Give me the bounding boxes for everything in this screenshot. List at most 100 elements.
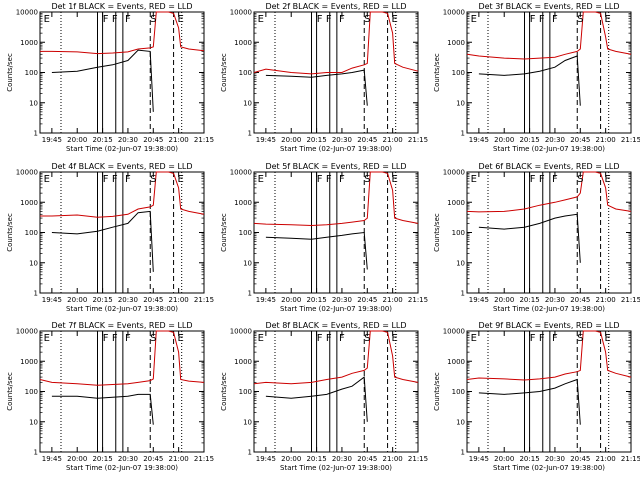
x-tick-label: 20:15	[92, 455, 112, 463]
interval-marker: E	[44, 14, 50, 25]
interval-marker: S	[577, 333, 583, 344]
y-tick-label: 10	[456, 418, 465, 426]
interval-marker: E	[178, 174, 184, 185]
interval-marker: F	[326, 14, 332, 25]
x-axis-label: Start Time (02-Jun-07 19:38:00)	[280, 305, 392, 313]
x-tick-label: 20:00	[67, 136, 87, 144]
y-tick-label: 100	[239, 229, 252, 237]
y-axis-label: Counts/sec	[6, 53, 14, 92]
interval-marker: F	[339, 14, 345, 25]
x-tick-label: 20:30	[332, 136, 352, 144]
interval-marker: F	[552, 174, 558, 185]
x-tick-label: 20:15	[306, 455, 326, 463]
lld-rate-line	[40, 171, 205, 218]
y-tick-label: 1	[461, 130, 465, 138]
x-tick-label: 21:15	[621, 296, 640, 304]
x-axis-label: Start Time (02-Jun-07 19:38:00)	[493, 305, 605, 313]
y-tick-label: 1000	[234, 39, 252, 47]
lld-rate-line	[253, 171, 419, 227]
interval-marker: S	[364, 333, 370, 344]
y-tick-label: 1	[248, 449, 252, 457]
x-tick-label: 20:00	[494, 296, 514, 304]
x-tick-label: 21:15	[408, 296, 428, 304]
y-tick-label: 100	[239, 69, 252, 77]
chart-panel: Det 4f BLACK = Events, RED = LLD 1 10 100 10…	[6, 162, 214, 313]
interval-marker: E	[258, 174, 264, 185]
interval-marker: F	[339, 333, 345, 344]
y-tick-label: 1	[248, 290, 252, 298]
x-tick-label: 20:00	[67, 296, 87, 304]
x-tick-label: 20:30	[118, 136, 138, 144]
x-tick-label: 20:15	[92, 296, 112, 304]
y-tick-label: 10000	[16, 328, 38, 336]
x-tick-label: 20:45	[143, 136, 163, 144]
lld-rate-line	[253, 330, 419, 385]
plot-frame	[466, 171, 632, 294]
event-rate-line	[479, 380, 608, 425]
y-tick-label: 10000	[230, 328, 252, 336]
lld-rate-line	[39, 330, 205, 386]
interval-marker: E	[471, 333, 477, 344]
y-tick-label: 1	[248, 130, 252, 138]
y-tick-label: 1	[461, 449, 465, 457]
y-tick-label: 10	[456, 259, 465, 267]
interval-marker: E	[178, 14, 184, 25]
lld-rate-line	[40, 11, 205, 55]
interval-marker: F	[103, 174, 109, 185]
y-tick-label: 1000	[20, 39, 38, 47]
x-tick-label: 21:15	[621, 136, 640, 144]
lld-rate-line	[466, 11, 632, 60]
x-tick-label: 21:00	[169, 136, 189, 144]
y-tick-label: 1000	[447, 358, 465, 366]
chart-title: Det 2f BLACK = Events, RED = LLD	[265, 2, 406, 11]
x-tick-label: 21:15	[194, 296, 214, 304]
interval-marker: S	[150, 333, 156, 344]
chart-title: Det 7f BLACK = Events, RED = LLD	[51, 321, 192, 330]
interval-marker: E	[178, 333, 184, 344]
interval-marker: E	[258, 14, 264, 25]
y-tick-label: 10	[29, 99, 38, 107]
interval-marker: F	[326, 333, 332, 344]
x-tick-label: 20:45	[357, 296, 377, 304]
x-tick-label: 21:00	[383, 296, 403, 304]
x-tick-label: 21:15	[194, 455, 214, 463]
x-tick-label: 20:15	[519, 136, 539, 144]
y-tick-label: 10	[243, 99, 252, 107]
x-tick-label: 19:45	[256, 136, 276, 144]
y-tick-label: 1000	[234, 199, 252, 207]
chart-panel: Det 9f BLACK = Events, RED = LLD 1 10 100 10…	[433, 321, 640, 472]
x-tick-label: 19:45	[42, 455, 62, 463]
x-tick-label: 19:45	[42, 136, 62, 144]
interval-marker: F	[317, 14, 323, 25]
y-axis-label: Counts/sec	[220, 213, 228, 252]
chart-panel: Det 5f BLACK = Events, RED = LLD 1 10 100 10…	[220, 162, 428, 313]
x-tick-label: 20:45	[570, 455, 590, 463]
x-tick-label: 19:45	[469, 455, 489, 463]
y-tick-label: 1000	[20, 199, 38, 207]
x-tick-label: 20:15	[306, 136, 326, 144]
x-axis-label: Start Time (02-Jun-07 19:38:00)	[280, 145, 392, 153]
y-tick-label: 10000	[16, 169, 38, 177]
x-tick-label: 20:45	[143, 296, 163, 304]
interval-marker: F	[317, 174, 323, 185]
x-tick-label: 19:45	[256, 455, 276, 463]
y-tick-label: 100	[452, 69, 465, 77]
interval-marker: E	[258, 333, 264, 344]
x-tick-label: 21:00	[169, 296, 189, 304]
x-tick-label: 20:30	[118, 296, 138, 304]
interval-marker: E	[605, 14, 611, 25]
interval-marker: F	[530, 333, 536, 344]
interval-marker: F	[552, 333, 558, 344]
interval-marker: F	[552, 14, 558, 25]
x-tick-label: 20:30	[545, 296, 565, 304]
interval-marker: F	[530, 174, 536, 185]
y-tick-label: 1000	[447, 199, 465, 207]
x-tick-label: 21:15	[408, 455, 428, 463]
chart-title: Det 6f BLACK = Events, RED = LLD	[478, 162, 619, 171]
interval-marker: E	[605, 333, 611, 344]
y-tick-label: 1000	[234, 358, 252, 366]
x-tick-label: 21:15	[194, 136, 214, 144]
chart-panel: Det 8f BLACK = Events, RED = LLD 1 10 100 10…	[220, 321, 428, 472]
lld-rate-line	[253, 11, 419, 75]
y-tick-label: 100	[25, 388, 38, 396]
